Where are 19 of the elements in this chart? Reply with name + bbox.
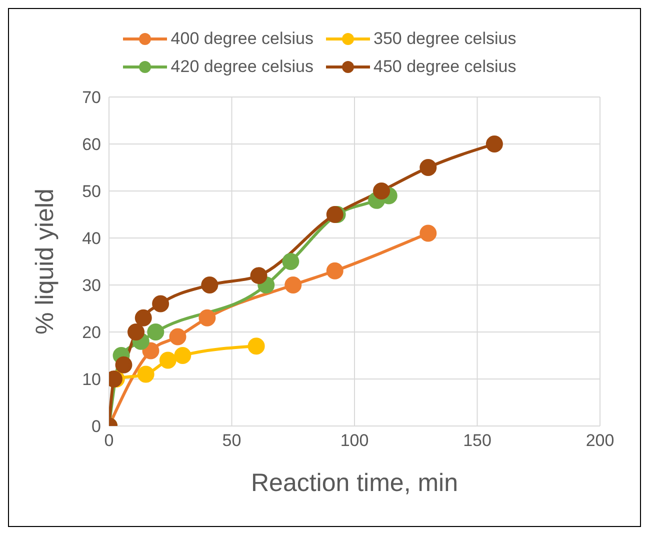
y-tick-label: 10 [82, 370, 101, 390]
y-tick-label: 70 [82, 88, 101, 108]
x-tick-label: 100 [340, 431, 369, 450]
y-tick-label: 40 [82, 229, 101, 248]
x-tick-label: 0 [104, 431, 114, 450]
y-tick-label: 30 [82, 276, 101, 296]
x-tick-label: 50 [222, 431, 242, 450]
x-axis-title: Reaction time, min [250, 469, 458, 497]
legend-label: 400 degree celsius [170, 29, 314, 49]
y-tick-label: 0 [92, 417, 101, 436]
x-tick-label: 200 [586, 431, 614, 450]
legend-label: 420 degree celsius [170, 57, 314, 77]
legend-label: 350 degree celsius [374, 29, 516, 49]
legend-label: 450 degree celsius [374, 57, 516, 77]
y-tick-label: 60 [82, 135, 101, 154]
y-tick-label: 50 [82, 182, 101, 202]
x-tick-label: 150 [463, 431, 492, 450]
y-tick-label: 20 [82, 323, 101, 342]
y-axis-title: % liquid yield [30, 188, 59, 334]
